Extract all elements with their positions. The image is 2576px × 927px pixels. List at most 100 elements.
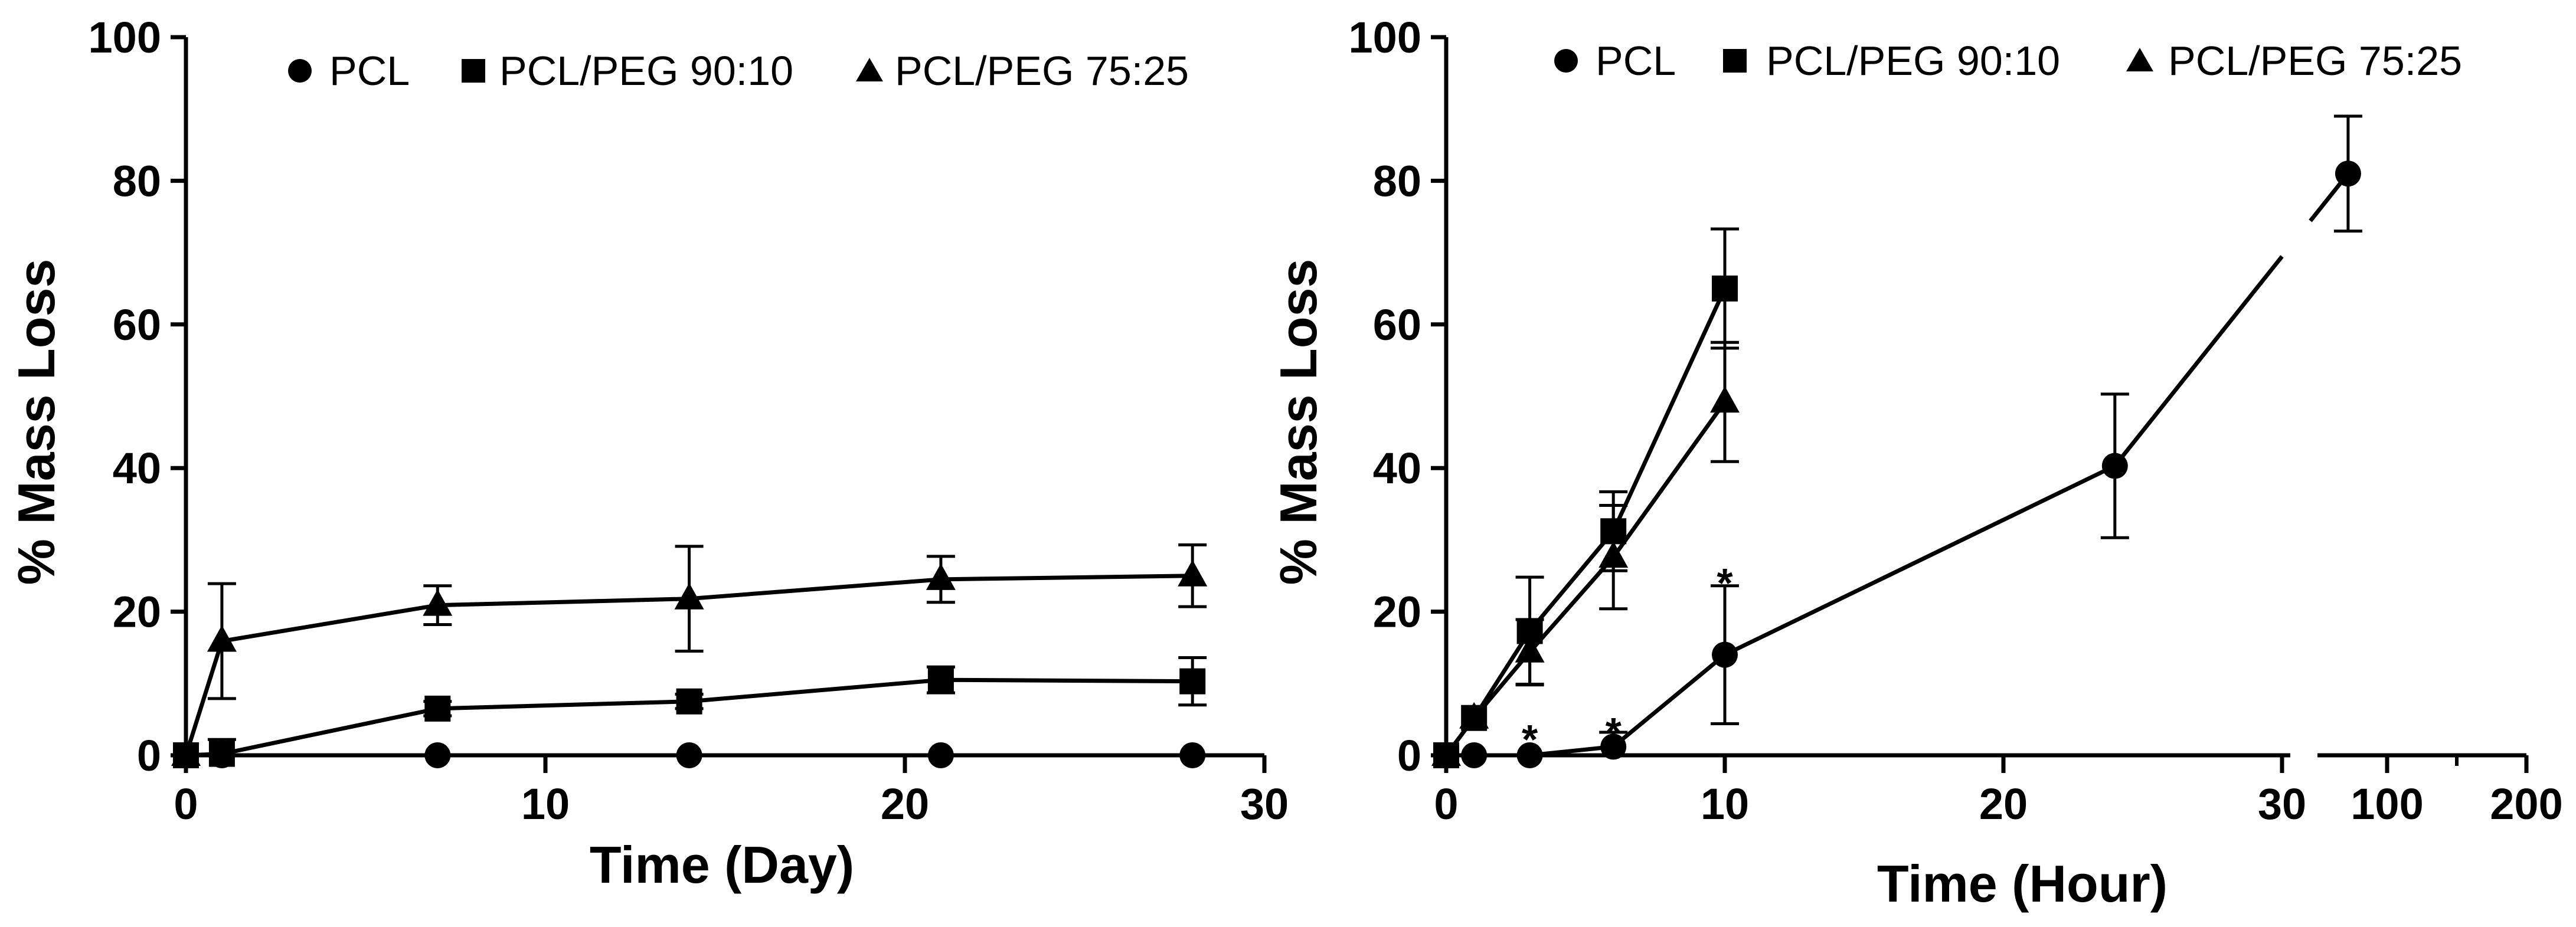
y-tick-label: 20 (113, 588, 161, 637)
x-tick-label: 200 (2490, 779, 2562, 828)
y-axis-ticks: 0 20 40 60 80 100 (1349, 13, 1446, 780)
series-line-segment (1611, 287, 1727, 532)
data-point-pcl (1179, 742, 1206, 768)
y-tick-label: 80 (113, 156, 161, 205)
series-line-segment (1472, 650, 1532, 719)
series-line-segment (184, 640, 224, 756)
significance-annotations: * * * (1522, 560, 1733, 762)
data-point-pcl-peg-90-10 (1179, 668, 1206, 695)
series-pcl (1433, 114, 2362, 768)
y-axis-title: % Mass Loss (1269, 259, 1328, 585)
x-tick-label: 10 (1701, 779, 1749, 828)
legend-label-pcl-peg-75-25: PCL/PEG 75:25 (2168, 38, 2462, 84)
data-point-pcl-peg-90-10 (1712, 275, 1738, 302)
legend-label-pcl: PCL (329, 48, 410, 94)
legend-label-pcl-peg-90-10: PCL/PEG 90:10 (1766, 38, 2060, 84)
data-point-pcl-peg-90-10 (208, 741, 235, 767)
series-line-segment (1528, 555, 1615, 654)
x-tick-label: 100 (2351, 779, 2423, 828)
y-tick-label: 40 (1373, 444, 1421, 493)
data-point-pcl-peg-75-25 (207, 625, 237, 652)
legend: PCL PCL/PEG 90:10 PCL/PEG 75:25 (1554, 38, 2462, 84)
y-axis-title: % Mass Loss (7, 259, 66, 585)
legend-marker-circle (288, 59, 312, 83)
series-line-segment (1611, 401, 1727, 559)
series-line-segment (221, 603, 438, 643)
y-tick-label: 40 (113, 444, 161, 493)
data-point-pcl (424, 742, 451, 768)
significance-asterisk: * (1717, 560, 1733, 606)
legend-label-pcl-peg-90-10: PCL/PEG 90:10 (499, 48, 793, 94)
x-axis-ticks: 0 10 20 30 (174, 755, 1289, 828)
legend-marker-circle (1554, 49, 1578, 73)
y-tick-label: 60 (113, 300, 161, 349)
panel-right: % Mass Loss Time (Hour) PCL PCL/PEG 90:1… (1269, 13, 2563, 913)
legend-marker-triangle (2126, 48, 2153, 71)
series-pcl-peg-90-10 (1433, 227, 1739, 768)
data-point-pcl-peg-75-25 (1515, 636, 1545, 663)
y-tick-label: 0 (137, 731, 161, 780)
series-line-segment (940, 574, 1193, 582)
y-tick-label: 100 (89, 13, 161, 62)
data-point-pcl-peg-90-10 (676, 688, 702, 715)
y-tick-label: 100 (1349, 13, 1421, 62)
x-tick-label: 30 (1240, 779, 1289, 828)
series-line-segment (1611, 653, 1727, 749)
series-pcl-peg-90-10 (173, 656, 1207, 768)
data-point-pcl-peg-75-25 (1598, 541, 1629, 568)
x-tick-label: 10 (521, 779, 570, 828)
data-point-pcl-peg-75-25 (1178, 559, 1208, 587)
x-axis-title: Time (Day) (590, 836, 854, 894)
series-line-segment (437, 597, 689, 608)
series-line-segment (1528, 530, 1615, 633)
data-point-pcl-peg-75-25 (674, 582, 704, 610)
data-point-pcl (2335, 160, 2361, 187)
data-point-pcl-peg-75-25 (1431, 739, 1461, 766)
data-point-pcl-peg-90-10 (424, 695, 451, 722)
data-point-pcl (2101, 453, 2128, 479)
legend-label-pcl: PCL (1596, 38, 1676, 84)
legend-marker-square (462, 59, 485, 83)
significance-asterisk: * (1522, 716, 1538, 762)
data-point-pcl (1712, 641, 1738, 668)
data-point-pcl-peg-75-25 (926, 563, 956, 590)
data-point-pcl (676, 742, 702, 768)
legend-marker-square (1723, 49, 1747, 73)
x-tick-label: 0 (174, 779, 198, 828)
data-point-pcl-peg-90-10 (927, 667, 954, 693)
series-pcl (173, 742, 1206, 768)
legend: PCL PCL/PEG 90:10 PCL/PEG 75:25 (288, 48, 1189, 94)
data-point-pcl-peg-75-25 (1710, 386, 1740, 413)
data-point-pcl (1516, 742, 1543, 768)
series-pcl-peg-75-25 (1431, 340, 1740, 766)
series-line-segment (437, 699, 689, 711)
legend-marker-triangle (856, 58, 883, 81)
plot-series (1431, 114, 2362, 768)
series-line-segment (940, 677, 1193, 684)
y-axis-ticks: 0 20 40 60 80 100 (89, 13, 186, 780)
data-point-pcl (1461, 742, 1488, 768)
series-line-segment (221, 706, 439, 756)
data-point-pcl (927, 742, 954, 768)
x-tick-label: 30 (2258, 779, 2306, 828)
plot-series (171, 543, 1208, 768)
y-tick-label: 80 (1373, 156, 1421, 205)
series-line-segment (2113, 255, 2284, 467)
x-axis-title: Time (Hour) (1877, 854, 2168, 913)
x-axis-ticks: 0 10 20 30 100 200 (1434, 755, 2563, 828)
series-line-segment (689, 577, 942, 601)
series-line-segment (1529, 744, 1614, 758)
x-tick-label: 20 (1979, 779, 2028, 828)
series-line-segment (689, 677, 942, 704)
data-point-pcl-peg-75-25 (1459, 702, 1489, 729)
y-tick-label: 60 (1373, 300, 1421, 349)
significance-asterisk: * (1606, 709, 1622, 755)
y-tick-label: 0 (1397, 731, 1421, 780)
series-line-segment (1472, 630, 1532, 719)
data-point-pcl-peg-75-25 (423, 589, 453, 616)
panel-left: % Mass Loss Time (Day) PCL PCL/PEG 90:10… (7, 13, 1289, 894)
legend-label-pcl-peg-75-25: PCL/PEG 75:25 (895, 48, 1189, 94)
x-tick-label: 0 (1434, 779, 1458, 828)
data-point-pcl (1600, 733, 1627, 760)
x-tick-label: 20 (881, 779, 929, 828)
